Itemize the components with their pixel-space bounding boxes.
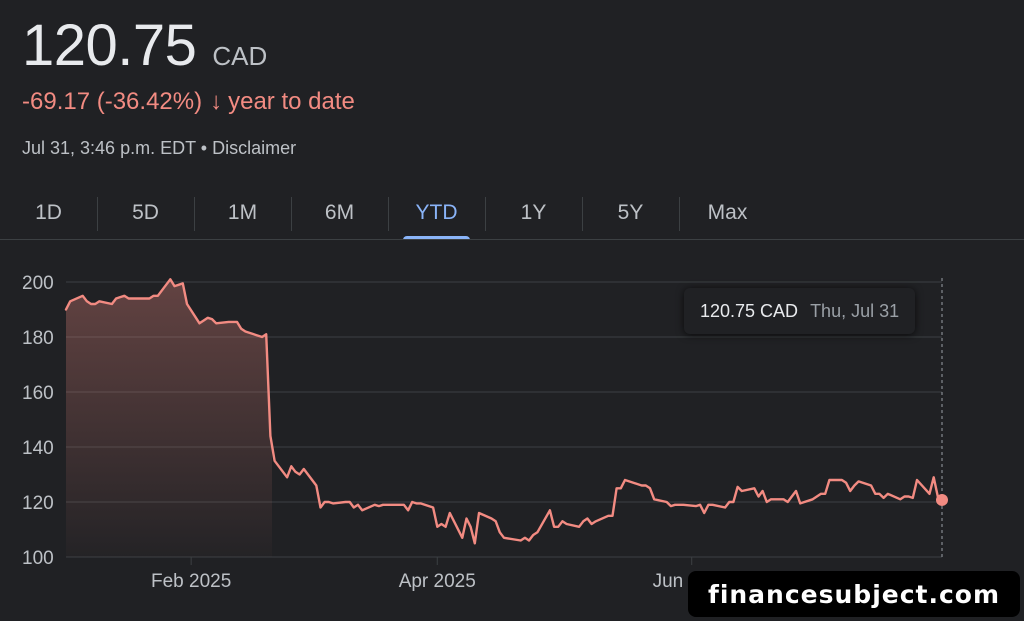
quote-meta: Jul 31, 3:46 p.m. EDT • Disclaimer bbox=[22, 138, 296, 159]
currency-label: CAD bbox=[212, 41, 268, 71]
tab-5y[interactable]: 5Y bbox=[582, 193, 679, 239]
meta-separator: • bbox=[200, 138, 208, 158]
price-line bbox=[64, 278, 944, 545]
active-tab-indicator bbox=[403, 236, 470, 240]
change-period: year to date bbox=[228, 88, 355, 115]
watermark-text: financesubject.com bbox=[688, 571, 1020, 617]
y-tick-label: 140 bbox=[22, 438, 54, 459]
tab-label: 1M bbox=[227, 201, 258, 224]
tab-label: 5D bbox=[132, 201, 159, 224]
tab-label: Max bbox=[707, 201, 748, 224]
price-tooltip: 120.75 CAD Thu, Jul 31 bbox=[684, 288, 916, 334]
arrow-down-icon: ↓ bbox=[210, 88, 223, 115]
price-change: -69.17 (-36.42%) ↓ year to date bbox=[22, 88, 355, 116]
quote-timestamp: Jul 31, 3:46 p.m. EDT bbox=[22, 138, 196, 158]
y-tick-label: 180 bbox=[22, 328, 54, 349]
tab-6m[interactable]: 6M bbox=[291, 193, 388, 239]
y-tick-label: 200 bbox=[22, 273, 54, 294]
tabs-divider bbox=[0, 239, 1024, 240]
tab-label: YTD bbox=[415, 201, 458, 224]
tab-5d[interactable]: 5D bbox=[97, 193, 194, 239]
tab-label: 1D bbox=[35, 201, 62, 224]
tab-label: 6M bbox=[324, 201, 355, 224]
current-price-marker bbox=[936, 493, 948, 506]
y-tick-label: 120 bbox=[22, 493, 54, 514]
tab-1m[interactable]: 1M bbox=[194, 193, 291, 239]
tab-label: 1Y bbox=[520, 201, 547, 224]
tab-1d[interactable]: 1D bbox=[0, 193, 97, 239]
x-tick-label: Feb 2025 bbox=[151, 571, 231, 592]
tab-1y[interactable]: 1Y bbox=[485, 193, 582, 239]
tab-label: 5Y bbox=[617, 201, 644, 224]
current-price: 120.75 bbox=[22, 13, 197, 78]
change-value: -69.17 (-36.42%) bbox=[22, 88, 203, 115]
range-tabs: 1D 5D 1M 6M YTD 1Y 5Y Max bbox=[0, 193, 776, 240]
price-area bbox=[66, 279, 272, 557]
tooltip-price: 120.75 CAD bbox=[700, 300, 799, 321]
tab-ytd[interactable]: YTD bbox=[388, 193, 485, 240]
y-tick-label: 100 bbox=[22, 548, 54, 569]
x-tick-label: Apr 2025 bbox=[399, 571, 476, 592]
price-header: 120.75 CAD bbox=[22, 12, 267, 79]
disclaimer-link[interactable]: Disclaimer bbox=[212, 138, 297, 158]
tooltip-date: Thu, Jul 31 bbox=[810, 300, 900, 321]
tab-max[interactable]: Max bbox=[679, 193, 776, 239]
y-tick-label: 160 bbox=[22, 383, 54, 404]
